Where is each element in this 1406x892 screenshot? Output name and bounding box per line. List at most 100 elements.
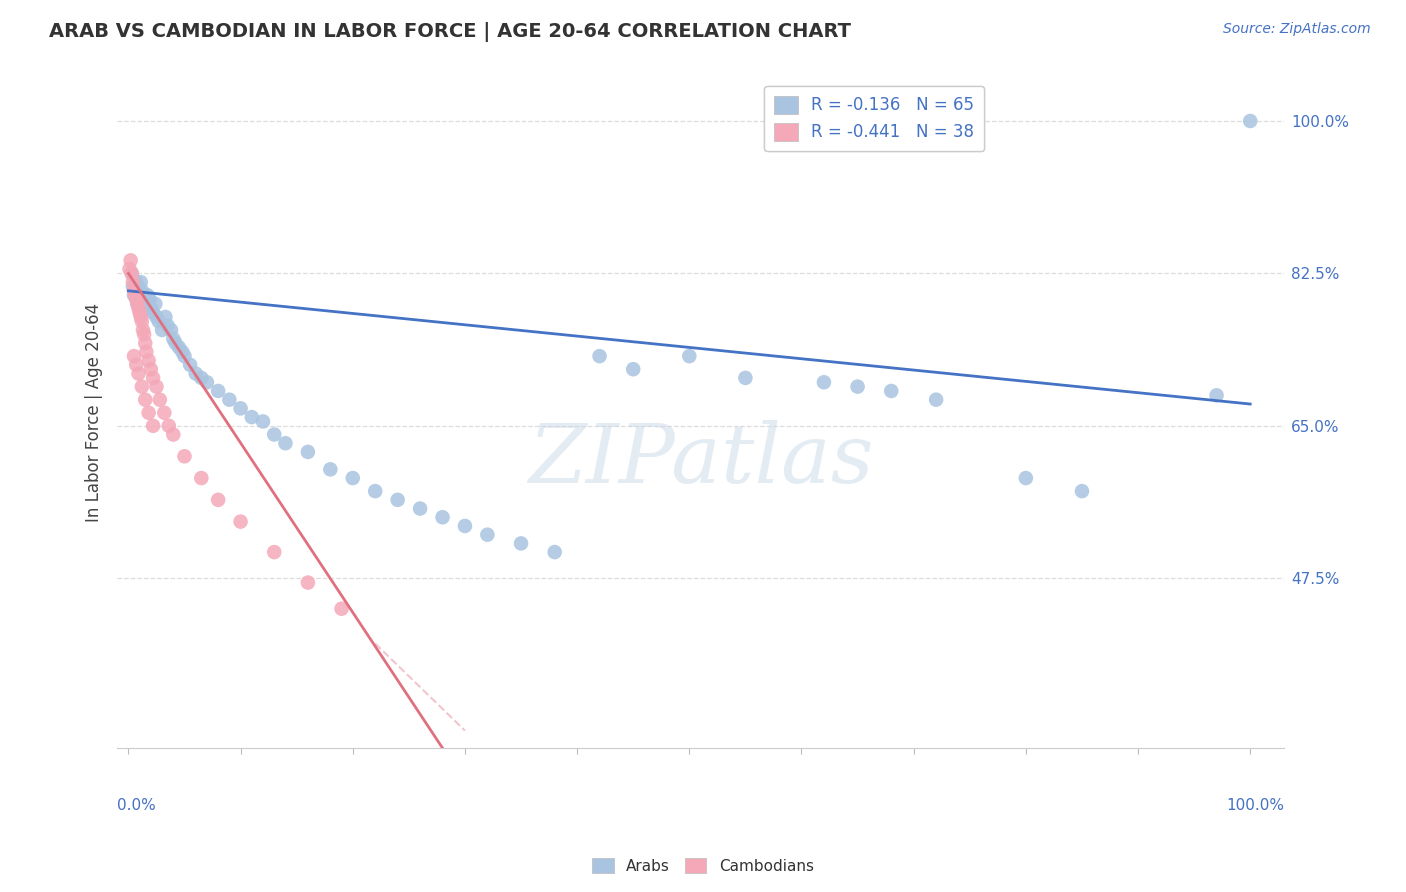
Legend: R = -0.136   N = 65, R = -0.441   N = 38: R = -0.136 N = 65, R = -0.441 N = 38 [765, 86, 984, 152]
Point [207, 492, 229, 507]
Point [135, 301, 157, 316]
Point [1015, 471, 1038, 485]
Point [142, 371, 165, 385]
Point [184, 367, 207, 381]
Point [125, 293, 148, 307]
Point [122, 349, 145, 363]
Point [138, 406, 160, 420]
Point [132, 323, 155, 337]
Point [297, 575, 319, 590]
Point [167, 340, 190, 354]
Point [409, 501, 432, 516]
Point [128, 367, 150, 381]
Text: 0.0%: 0.0% [117, 798, 156, 814]
Point [127, 297, 149, 311]
Point [134, 392, 156, 407]
Point [454, 519, 477, 533]
Point [880, 384, 903, 398]
Point [173, 450, 195, 464]
Point [135, 344, 157, 359]
Point [145, 379, 167, 393]
Point [131, 284, 153, 298]
Point [124, 284, 146, 298]
Point [153, 406, 176, 420]
Point [122, 275, 145, 289]
Point [156, 318, 179, 333]
Point [207, 384, 229, 398]
Point [263, 545, 285, 559]
Point [138, 297, 160, 311]
Point [122, 279, 145, 293]
Point [1071, 484, 1094, 499]
Point [319, 462, 342, 476]
Point [125, 275, 148, 289]
Point [127, 297, 149, 311]
Point [129, 310, 152, 324]
Point [190, 371, 212, 385]
Point [195, 376, 218, 390]
Point [432, 510, 454, 524]
Point [138, 353, 160, 368]
Point [925, 392, 948, 407]
Point [173, 349, 195, 363]
Point [813, 376, 835, 390]
Point [364, 484, 387, 499]
Point [387, 492, 409, 507]
Point [150, 323, 173, 337]
Point [121, 266, 143, 280]
Point [160, 323, 183, 337]
Point [330, 601, 353, 615]
Point [621, 362, 644, 376]
Point [124, 288, 146, 302]
Point [128, 301, 150, 316]
Point [297, 445, 319, 459]
Point [142, 418, 165, 433]
Point [125, 358, 148, 372]
Point [148, 314, 170, 328]
Point [734, 371, 756, 385]
Point [128, 305, 150, 319]
Point [136, 288, 159, 302]
Point [132, 327, 155, 342]
Point [129, 275, 152, 289]
Point [131, 379, 153, 393]
Point [149, 392, 172, 407]
Point [510, 536, 533, 550]
Point [190, 471, 212, 485]
Point [252, 414, 274, 428]
Text: ARAB VS CAMBODIAN IN LABOR FORCE | AGE 20-64 CORRELATION CHART: ARAB VS CAMBODIAN IN LABOR FORCE | AGE 2… [49, 22, 851, 42]
Point [162, 332, 184, 346]
Point [544, 545, 567, 559]
Point [142, 305, 165, 319]
Point [229, 401, 252, 416]
Point [139, 301, 162, 316]
Point [229, 515, 252, 529]
Point [477, 527, 499, 541]
Point [846, 379, 869, 393]
Point [179, 358, 201, 372]
Point [1205, 388, 1227, 402]
Point [132, 288, 155, 302]
Point [128, 288, 150, 302]
Point [162, 427, 184, 442]
Text: 100.0%: 100.0% [1226, 798, 1284, 814]
Point [274, 436, 297, 450]
Point [134, 297, 156, 311]
Point [1239, 114, 1261, 128]
Point [263, 427, 285, 442]
Point [172, 344, 194, 359]
Point [134, 336, 156, 351]
Text: ZIPatlas: ZIPatlas [527, 419, 873, 500]
Point [128, 293, 150, 307]
Y-axis label: In Labor Force | Age 20-64: In Labor Force | Age 20-64 [86, 303, 103, 523]
Point [131, 314, 153, 328]
Point [121, 266, 143, 280]
Point [143, 297, 166, 311]
Point [588, 349, 610, 363]
Point [122, 284, 145, 298]
Legend: Arabs, Cambodians: Arabs, Cambodians [586, 852, 820, 880]
Point [132, 293, 155, 307]
Point [139, 362, 162, 376]
Point [342, 471, 364, 485]
Point [120, 253, 142, 268]
